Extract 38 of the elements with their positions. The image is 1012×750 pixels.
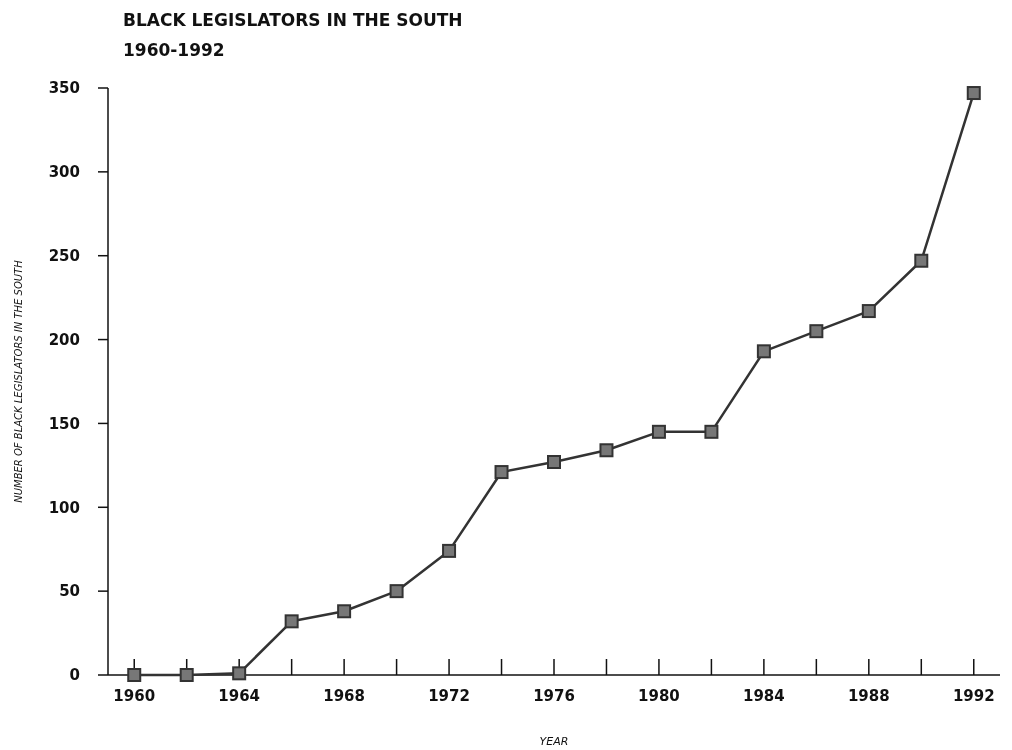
x-tick-label: 1988 [847,687,890,705]
y-tick-label: 200 [48,330,80,349]
point [127,668,142,682]
point [809,324,824,339]
point [442,543,457,558]
point [337,604,352,619]
y-tick-label: 0 [69,666,80,685]
point [547,455,561,469]
x-tick-label: 1976 [533,687,575,705]
x-tick-label: 1968 [323,687,365,705]
x-tick-label: 1960 [113,687,156,705]
y-tick-label: 50 [59,582,80,601]
point [232,666,247,681]
point [599,443,614,458]
x-tick-label: 1984 [743,687,785,705]
x-tick-label: 1980 [638,687,680,705]
point [179,668,194,682]
chart-title: BLACK LEGISLATORS IN THE SOUTH [123,10,463,30]
point [756,344,771,359]
point [861,304,876,319]
x-axis-title: YEAR [539,735,569,748]
y-tick-label: 300 [48,163,80,182]
x-tick-label: 1964 [218,687,261,705]
y-tick-label: 100 [48,498,80,517]
x-tick-label: 1972 [428,687,470,705]
point [704,424,719,439]
y-tick-label: 350 [48,79,80,98]
point [284,614,299,629]
point [966,86,981,101]
y-tick-label: 150 [48,414,80,433]
chart-subtitle: 1960-1992 [123,40,225,60]
y-tick-label: 250 [48,246,80,265]
x-tick-label: 1992 [952,687,995,705]
point [389,584,404,599]
point [914,253,929,268]
y-axis-title: NUMBER OF BLACK LEGISLATORS IN THE SOUTH [13,259,24,503]
point [494,465,509,480]
point [651,424,666,439]
